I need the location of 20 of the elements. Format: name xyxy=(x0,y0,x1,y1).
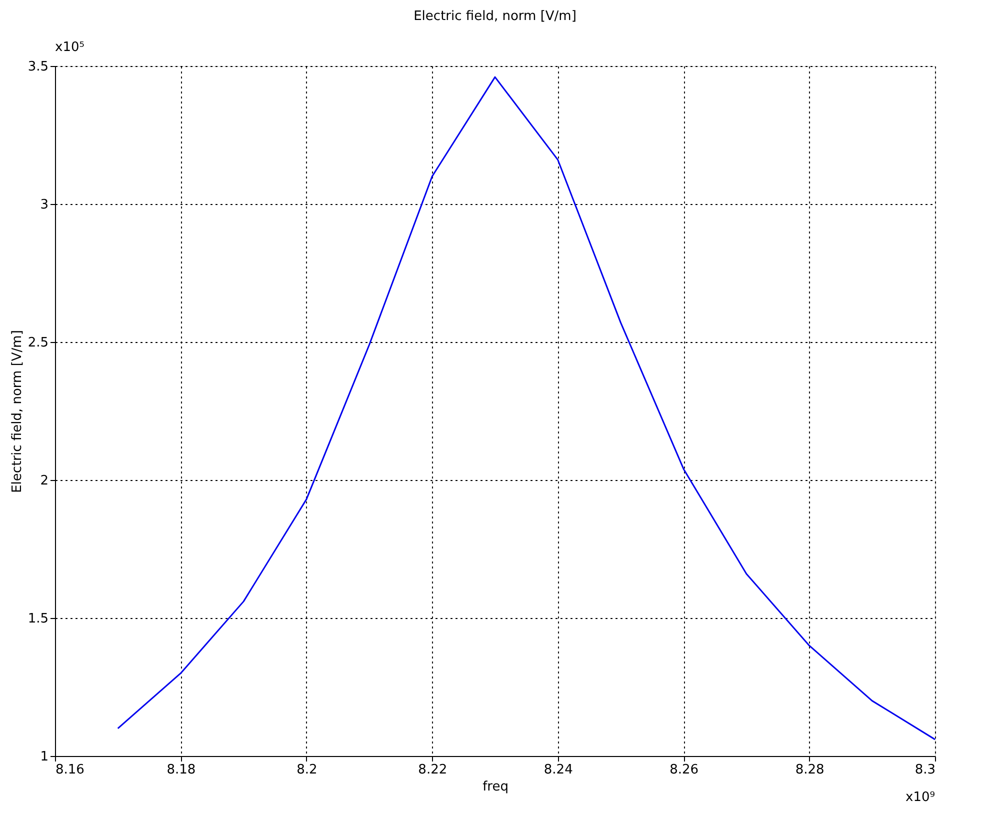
y-tick-label: 2 xyxy=(40,474,48,488)
text: x10⁹ xyxy=(906,790,935,805)
y-tick-label: 1.5 xyxy=(28,612,48,626)
y-tick-label: 3 xyxy=(40,198,48,212)
x-tick-label: 8.18 xyxy=(166,762,196,778)
line-series xyxy=(117,76,936,740)
x-tick-label: 8.26 xyxy=(670,762,699,778)
x-axis-title: freq xyxy=(482,780,508,794)
y-tick-label: 3.5 xyxy=(28,60,48,74)
x-tick-label: 8.2 xyxy=(296,762,318,778)
x-tick-label: 8.24 xyxy=(544,762,573,778)
text: x10⁵ xyxy=(55,40,84,55)
x-tick-label: 8.16 xyxy=(56,762,84,778)
x-tick-label: 8.28 xyxy=(795,762,824,778)
chart-title: Electric field, norm [V/m] xyxy=(414,9,576,24)
y-tick-label: 2.5 xyxy=(28,336,48,350)
x-tick-label: 8.22 xyxy=(418,762,448,778)
x-tick-label: 8.3 xyxy=(914,762,936,778)
y-tick-label: 1 xyxy=(40,750,48,764)
y-axis-title: Electric field, norm [V/m] xyxy=(10,330,25,493)
